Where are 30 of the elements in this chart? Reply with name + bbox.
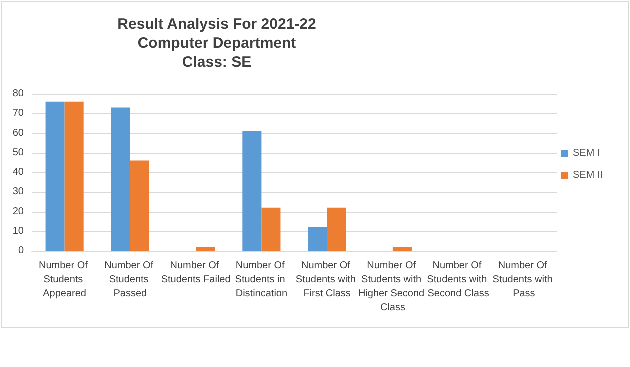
x-tick-label: Number Of Students with Second Class (427, 260, 490, 300)
bar (308, 227, 328, 251)
x-tick-label: Number Of Students Appeared (38, 260, 91, 300)
y-tick-label: 80 (12, 88, 24, 100)
y-tick-label: 0 (18, 246, 24, 256)
x-tick-label: Number Of Students with Higher Second Class (358, 260, 428, 314)
bar (327, 208, 346, 251)
y-tick-label: 60 (12, 128, 24, 139)
chart-title: Result Analysis For 2021-22 Computer Department Class: SE (118, 16, 316, 71)
y-tick-label: 40 (12, 167, 24, 178)
bar (46, 102, 65, 251)
x-tick-label: Number Of Students with First Class (296, 260, 359, 300)
y-tick-label: 10 (12, 226, 24, 237)
bar (392, 247, 412, 251)
bar (111, 108, 130, 251)
bar (262, 208, 281, 251)
y-tick-label: 70 (12, 108, 24, 120)
x-tick-label: Number Of Students with Pass (492, 260, 556, 300)
x-tick-label: Number Of Students Passed (104, 260, 156, 300)
x-tick-label: Number Of Students in Distincation (235, 260, 288, 300)
bar (64, 102, 84, 251)
y-tick-label: 30 (12, 186, 24, 198)
bar (130, 160, 150, 251)
legend-label: SEM II (572, 170, 604, 181)
y-tick-label: 20 (12, 206, 24, 218)
x-tick-label: Number Of Students Failed (161, 260, 231, 286)
legend-label: SEM I (572, 148, 600, 159)
bar (196, 247, 216, 251)
bar (242, 131, 262, 251)
y-tick-label: 50 (12, 147, 24, 158)
